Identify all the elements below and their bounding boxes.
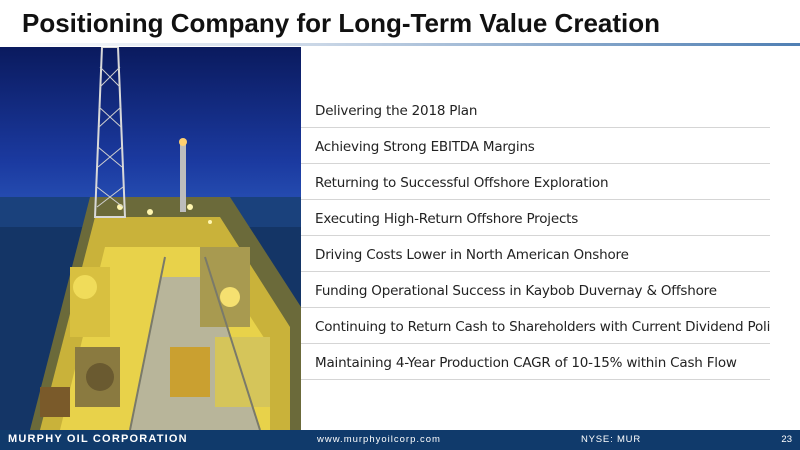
website-url: www.murphyoilcorp.com: [317, 434, 441, 445]
page-number: 23: [781, 434, 792, 445]
list-item: Delivering the 2018 Plan: [301, 92, 770, 128]
title-divider: [0, 43, 800, 46]
company-name: MURPHY OIL CORPORATION: [8, 433, 188, 445]
list-item: Maintaining 4-Year Production CAGR of 10…: [301, 344, 770, 380]
stock-ticker: NYSE: MUR: [581, 434, 641, 445]
list-item: Continuing to Return Cash to Shareholder…: [301, 308, 770, 344]
offshore-platform-photo: [0, 47, 301, 430]
list-item: Achieving Strong EBITDA Margins: [301, 128, 770, 164]
list-item: Executing High-Return Offshore Projects: [301, 200, 770, 236]
slide-title: Positioning Company for Long-Term Value …: [22, 8, 661, 38]
footer-bar: MURPHY OIL CORPORATION www.murphyoilcorp…: [0, 430, 800, 450]
list-item: Funding Operational Success in Kaybob Du…: [301, 272, 770, 308]
list-item: Driving Costs Lower in North American On…: [301, 236, 770, 272]
strategy-bullet-list: Delivering the 2018 Plan Achieving Stron…: [301, 92, 770, 380]
list-item: Returning to Successful Offshore Explora…: [301, 164, 770, 200]
